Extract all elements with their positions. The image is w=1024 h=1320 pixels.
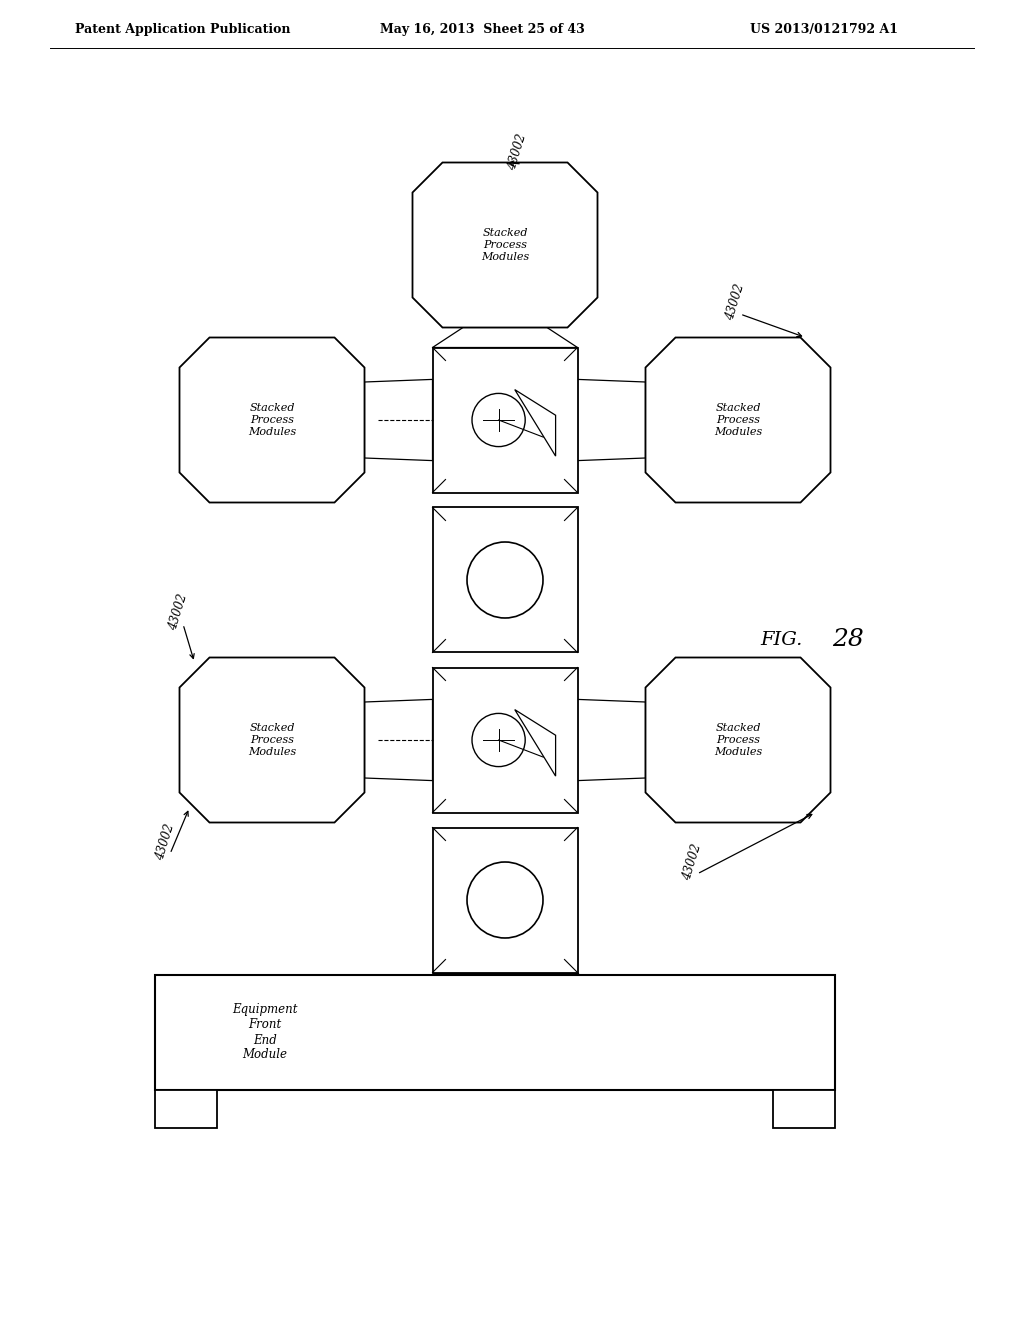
Bar [432,347,578,492]
Polygon shape [578,700,645,780]
Bar [432,507,578,652]
Text: 28: 28 [831,628,864,652]
Text: Patent Application Publication: Patent Application Publication [75,24,291,37]
Text: Equipment
Front
End
Module: Equipment Front End Module [232,1003,298,1061]
Polygon shape [515,710,556,776]
Text: 43002: 43002 [154,822,177,862]
Text: FIG.: FIG. [760,631,803,649]
Bar [773,1090,835,1129]
Polygon shape [645,657,830,822]
Polygon shape [179,657,365,822]
Bar [432,668,578,813]
Polygon shape [645,338,830,503]
Text: 43002: 43002 [680,842,703,882]
Polygon shape [413,162,597,327]
Text: 43002: 43002 [505,132,528,172]
Circle shape [472,713,525,767]
Polygon shape [365,379,432,461]
Text: Stacked
Process
Modules: Stacked Process Modules [481,228,529,261]
Polygon shape [432,973,578,975]
Polygon shape [365,700,432,780]
Bar [155,1090,217,1129]
Polygon shape [515,389,556,457]
Text: US 2013/0121792 A1: US 2013/0121792 A1 [750,24,898,37]
Circle shape [467,543,543,618]
Text: 43002: 43002 [723,282,746,322]
Text: May 16, 2013  Sheet 25 of 43: May 16, 2013 Sheet 25 of 43 [380,24,585,37]
Bar [432,828,578,973]
Circle shape [467,862,543,939]
Circle shape [472,393,525,446]
Bar [155,975,835,1090]
Polygon shape [578,379,645,461]
Text: Stacked
Process
Modules: Stacked Process Modules [248,404,296,437]
Text: Stacked
Process
Modules: Stacked Process Modules [248,723,296,756]
Polygon shape [179,338,365,503]
Polygon shape [432,327,578,347]
Text: Stacked
Process
Modules: Stacked Process Modules [714,723,762,756]
Text: Stacked
Process
Modules: Stacked Process Modules [714,404,762,437]
Text: 43002: 43002 [166,593,189,632]
